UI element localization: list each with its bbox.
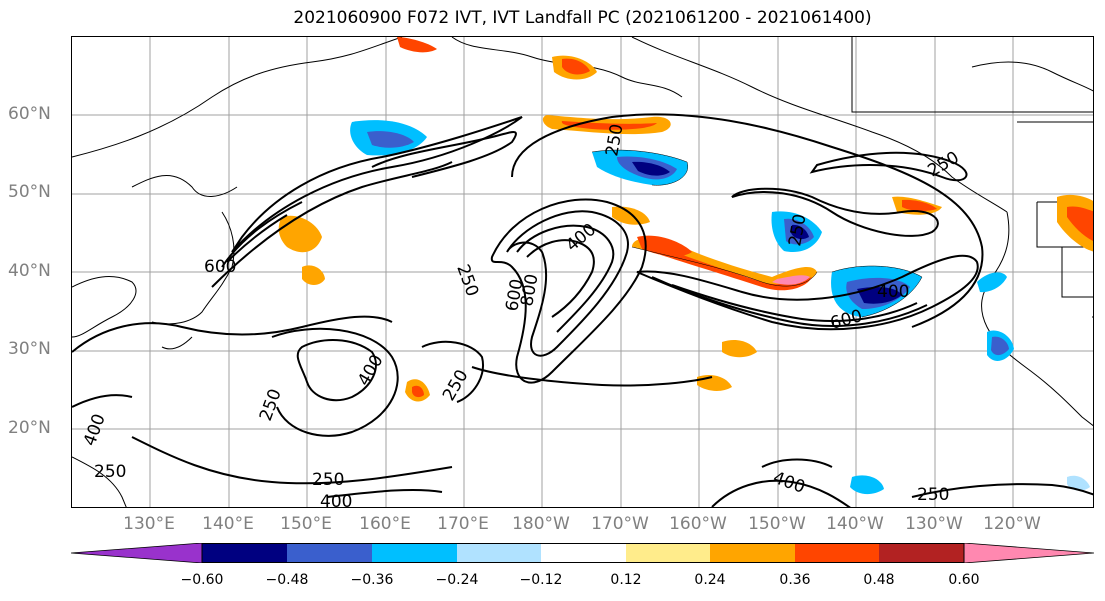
contour-label: 250 [452, 262, 482, 299]
colorbar-swatch [541, 543, 626, 563]
colorbar-swatch [457, 543, 541, 563]
lon-label: 160°E [359, 514, 411, 534]
contour-label: 600 [204, 257, 236, 277]
contour-label: 400 [80, 411, 110, 448]
colorbar-extend-high [963, 543, 1094, 563]
colorbar-tick-label: −0.12 [519, 572, 563, 588]
colorbar-tick-label: 0.12 [610, 572, 642, 588]
map-title: 2021060900 F072 IVT, IVT Landfall PC (20… [293, 8, 872, 28]
contour-label: 400 [320, 492, 352, 508]
colorbar-swatch [626, 543, 710, 563]
lon-label: 130°E [123, 514, 175, 534]
map-canvas: 600 250 250 250 250 250 250 250 250 250 … [72, 37, 1093, 508]
colorbar-tick-label: −0.60 [180, 572, 224, 588]
contour-label: 250 [925, 148, 963, 182]
lat-label: 40°N [8, 261, 51, 281]
colorbar-swatch [372, 543, 457, 563]
colorbar-swatch [710, 543, 795, 563]
lat-label: 60°N [8, 104, 51, 124]
contour-label: 250 [256, 386, 286, 423]
ivt-anomaly-shading [278, 37, 1093, 495]
contour-label: 400 [770, 468, 807, 498]
colorbar-tick-label: 0.24 [694, 572, 726, 588]
contour-label: 250 [94, 462, 126, 482]
map-panel: 600 250 250 250 250 250 250 250 250 250 … [71, 36, 1094, 508]
lon-label: 130°W [905, 514, 963, 534]
lat-label: 30°N [8, 339, 51, 359]
coastlines [72, 37, 1093, 507]
lon-label: 150°W [748, 514, 806, 534]
lon-label: 180°W [512, 514, 570, 534]
colorbar-swatch [287, 543, 372, 563]
lat-label: 20°N [8, 418, 51, 438]
contour-label: 400 [354, 351, 388, 389]
lon-label: 170°W [591, 514, 649, 534]
contour-label: 400 [877, 282, 909, 302]
contour-label: 250 [312, 470, 344, 490]
colorbar-tick-label: −0.24 [435, 572, 479, 588]
colorbar-tick-label: 0.48 [863, 572, 895, 588]
lon-label: 140°W [826, 514, 884, 534]
colorbar-tick-label: 0.36 [779, 572, 811, 588]
lon-label: 120°W [983, 514, 1041, 534]
shading-outlines [591, 149, 923, 318]
colorbar [71, 543, 1094, 563]
colorbar-tick-label: 0.60 [948, 572, 980, 588]
lon-label: 170°E [437, 514, 489, 534]
colorbar-swatch [795, 543, 879, 563]
lon-label: 160°W [669, 514, 727, 534]
colorbar-extend-low [71, 543, 203, 563]
lon-label: 150°E [280, 514, 332, 534]
contour-label: 600 [828, 306, 865, 334]
contour-label: 250 [439, 366, 473, 404]
contour-label: 800 [517, 272, 542, 307]
colorbar-tick-label: −0.48 [265, 572, 309, 588]
colorbar-tick-label: −0.36 [350, 572, 394, 588]
contour-label: 250 [917, 485, 949, 505]
colorbar-swatch [879, 543, 964, 563]
lon-label: 140°E [202, 514, 254, 534]
contour-labels: 600 250 250 250 250 250 250 250 250 250 … [80, 122, 963, 508]
lat-label: 50°N [8, 182, 51, 202]
ivt-contours [72, 113, 1093, 507]
colorbar-swatch [202, 543, 287, 563]
